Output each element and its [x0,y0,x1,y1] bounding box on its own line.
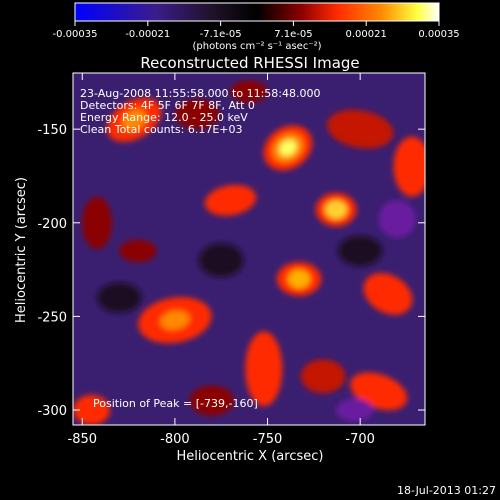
intensity-region [230,80,268,103]
colorbar-tick-label: 0.00021 [346,29,387,40]
heatmap-image [73,73,425,425]
overlay-energy: Energy Range: 12.0 - 25.0 keV [80,111,248,124]
intensity-region [121,109,147,131]
intensity-region [327,109,394,149]
overlay-peak: Position of Peak = [-739,-160] [93,397,258,410]
intensity-region [245,331,283,407]
colorbar-tick-label: 7.1e-05 [274,29,312,40]
colorbar-tick-label: -0.00021 [125,29,170,40]
colorbar [74,2,440,22]
y-tick-label: -200 [37,217,67,232]
intensity-region [160,310,190,330]
intensity-region [393,136,425,197]
colorbar-tick-label: -7.1e-05 [200,29,242,40]
y-axis-label: Heliocentric Y (arcsec) [14,177,29,323]
intensity-region [119,239,157,263]
overlay-time: 23-Aug-2008 11:55:58.000 to 11:58:48.000 [80,87,321,100]
colorbar-tick-label: 0.00035 [418,29,459,40]
intensity-region [204,184,257,216]
plot-frame [72,72,426,426]
x-tick-label: -800 [160,432,190,447]
intensity-region [336,398,374,422]
intensity-region [73,395,111,425]
intensity-region [337,235,383,266]
intensity-region [174,99,220,130]
x-tick-label: -700 [345,432,375,447]
intensity-region [324,200,348,220]
x-axis-label: Heliocentric X (arcsec) [177,449,324,464]
intensity-region [287,269,311,289]
x-tick-label: -850 [68,432,98,447]
intensity-region [363,273,413,315]
colorbar-ticks: -0.00035 -0.00021 -7.1e-05 7.1e-05 0.00021 0.… [53,21,460,40]
intensity-region [279,139,297,157]
intensity-region [97,282,142,313]
intensity-region [189,385,235,416]
overlay-detectors: Detectors: 4F 5F 6F 7F 8F, Att 0 [80,99,255,112]
axis-ticks: -850 -800 -750 -700 -150 -200 -250 -300 [37,73,425,447]
footer-date: 18-Jul-2013 01:27 [397,484,496,497]
intensity-region [300,359,346,394]
y-tick-label: -250 [37,310,67,325]
colorbar-units: (photons cm⁻² s⁻¹ asec⁻²) [192,41,321,52]
chart-title: Reconstructed RHESSI Image [140,54,359,72]
intensity-region [198,243,244,278]
overlay-clean: Clean Total counts: 6.17E+03 [80,123,243,136]
colorbar-tick-label: -0.00035 [53,29,98,40]
y-tick-label: -300 [37,404,67,419]
y-tick-label: -150 [37,123,67,138]
intensity-region [82,196,112,249]
intensity-region [378,200,416,238]
x-tick-label: -750 [253,432,283,447]
